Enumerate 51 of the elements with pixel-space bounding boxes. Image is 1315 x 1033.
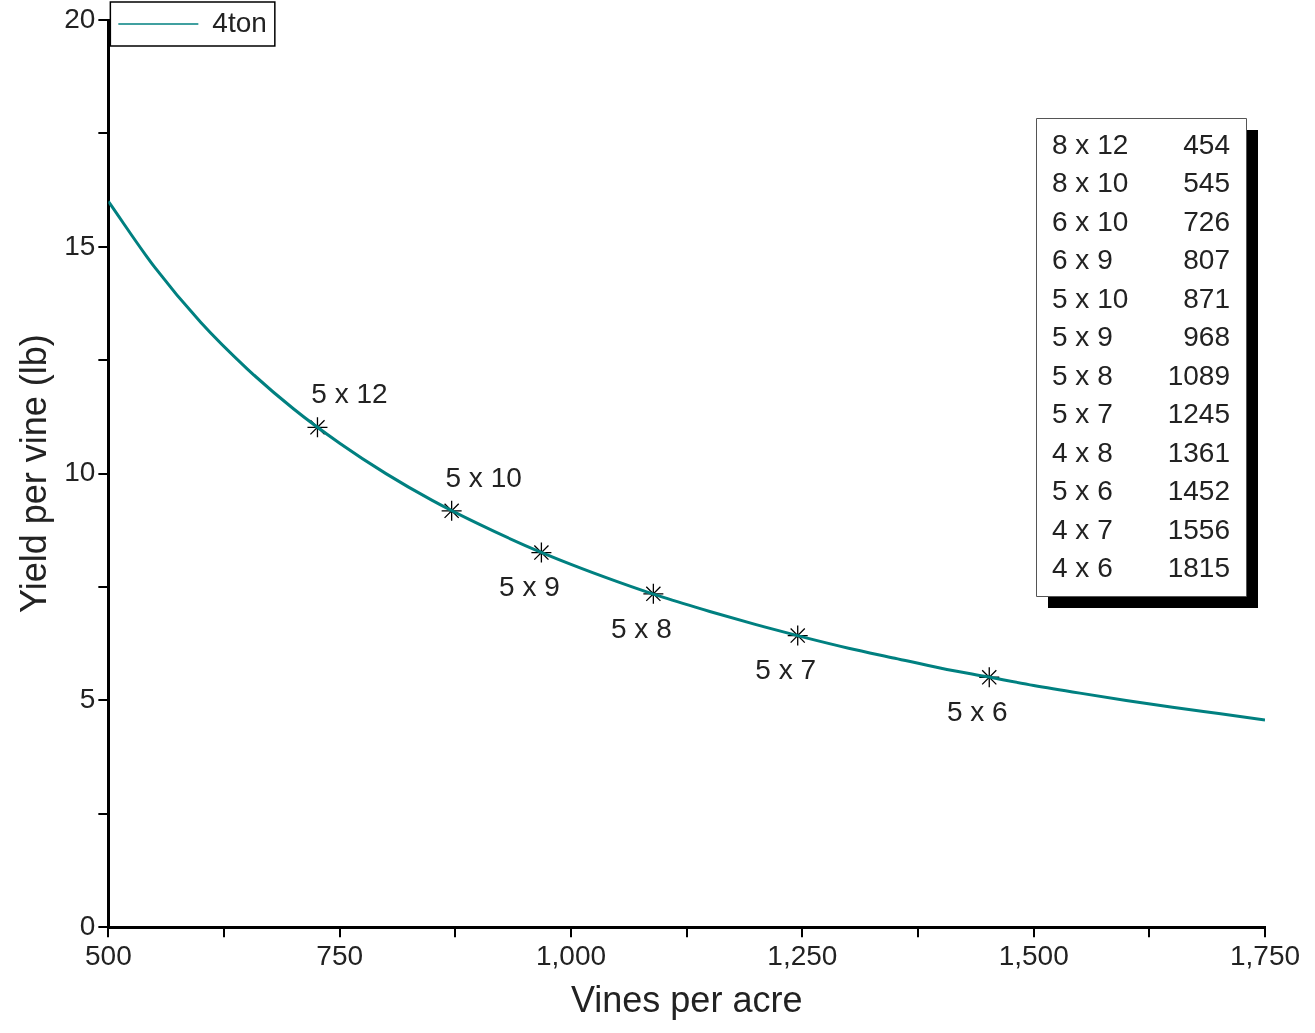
- annotation: 6 x 9: [1052, 244, 1113, 276]
- y-tick-label: 10: [64, 456, 96, 488]
- annotation: 968: [1183, 321, 1230, 353]
- annotation: 5 x 6: [946, 695, 1008, 727]
- annotation: 871: [1183, 282, 1230, 314]
- y-tick-label: 0: [79, 909, 96, 941]
- x-tick-label: 1,000: [535, 939, 607, 971]
- x-tick-label: 750: [316, 939, 364, 971]
- y-axis-title: Yield per vine (lb): [12, 334, 54, 613]
- annotation: 5 x 8: [1052, 359, 1113, 391]
- x-tick-label: 500: [84, 939, 132, 971]
- legend-label: 4ton: [212, 6, 267, 38]
- point: [787, 624, 809, 647]
- annotation: 5 x 8: [611, 612, 672, 644]
- annotation: 8 x 12: [1052, 128, 1129, 160]
- annotation: 4 x 8: [1052, 436, 1113, 468]
- point: [306, 416, 329, 438]
- y-tick-label: 20: [64, 2, 96, 34]
- annotation: 5 x 9: [1052, 321, 1113, 353]
- annotation: 8 x 10: [1052, 167, 1129, 199]
- annotation: 5 x 12: [311, 378, 388, 410]
- y-tick-label: 15: [64, 229, 96, 261]
- annotation: 5 x 10: [445, 461, 522, 493]
- annotation: 1556: [1167, 513, 1230, 545]
- y-tick-label: 5: [79, 683, 96, 715]
- x-tick-label: 1,750: [1229, 939, 1301, 971]
- annotation: 4 x 7: [1052, 513, 1113, 545]
- annotation: 1361: [1167, 436, 1230, 468]
- annotation: 5 x 7: [755, 654, 817, 686]
- x-tick-label: 1,500: [998, 939, 1069, 971]
- annotation: 545: [1183, 167, 1230, 199]
- annotation: 1452: [1167, 475, 1230, 507]
- x-tick-label: 1,250: [767, 939, 838, 971]
- annotation: 726: [1183, 205, 1230, 237]
- x-axis-title: Vines per acre: [570, 979, 803, 1021]
- point: [978, 666, 1000, 688]
- annotation: 4 x 6: [1052, 552, 1113, 584]
- annotation: 5 x 10: [1052, 282, 1129, 314]
- line-series: [108, 199, 1265, 722]
- annotation: 1245: [1167, 398, 1230, 430]
- annotation: 1089: [1167, 359, 1230, 391]
- annotation: 5 x 9: [499, 571, 560, 603]
- point: [642, 583, 665, 605]
- annotation: 5 x 7: [1052, 398, 1113, 430]
- point: [440, 500, 463, 522]
- annotation: 454: [1183, 128, 1230, 160]
- point: [530, 541, 553, 564]
- annotation: 1815: [1167, 552, 1230, 584]
- annotation: 807: [1183, 244, 1230, 276]
- annotation: 5 x 6: [1052, 475, 1113, 507]
- annotation: 6 x 10: [1052, 205, 1129, 237]
